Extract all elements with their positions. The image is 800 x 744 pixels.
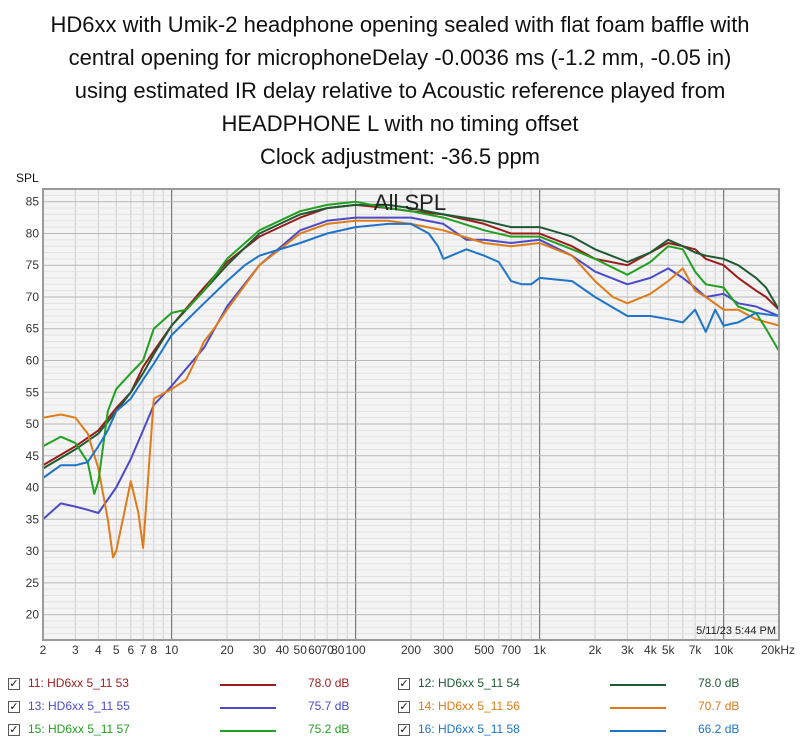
legend-item[interactable]: ✓ 14: HD6xx 5_11 56 70.7 dB <box>398 697 778 719</box>
x-tick-label: 50 <box>294 643 308 657</box>
x-tick-label: 3 <box>72 643 79 657</box>
x-tick-label: 40 <box>276 643 290 657</box>
y-tick-label: 80 <box>26 226 40 240</box>
legend-checkbox[interactable]: ✓ <box>398 701 410 713</box>
legend-item[interactable]: ✓ 16: HD6xx 5_11 58 66.2 dB <box>398 720 778 742</box>
legend-checkbox[interactable]: ✓ <box>398 724 410 736</box>
legend-checkbox[interactable]: ✓ <box>8 678 20 690</box>
x-tick-label: 5 <box>113 643 120 657</box>
x-tick-label: 2k <box>589 643 603 657</box>
legend-checkbox[interactable]: ✓ <box>8 724 20 736</box>
y-tick-label: 50 <box>26 417 40 431</box>
legend-item[interactable]: ✓ 15: HD6xx 5_11 57 75.2 dB <box>8 720 388 742</box>
x-tick-label: 2 <box>40 643 47 657</box>
x-tick-label: 200 <box>401 643 421 657</box>
legend-swatch <box>610 707 666 709</box>
x-tick-label: 7k <box>689 643 703 657</box>
x-tick-label: 6 <box>127 643 134 657</box>
legend-value: 66.2 dB <box>698 722 740 736</box>
series-line <box>42 216 780 521</box>
title-line-1: HD6xx with Umik-2 headphone opening seal… <box>50 12 750 37</box>
y-tick-label: 25 <box>26 576 40 590</box>
legend: ✓ 11: HD6xx 5_11 53 78.0 dB ✓ 12: HD6xx … <box>0 668 800 744</box>
y-tick-label: 20 <box>26 608 40 622</box>
legend-item[interactable]: ✓ 12: HD6xx 5_11 54 78.0 dB <box>398 674 778 696</box>
legend-value: 78.0 dB <box>698 676 740 690</box>
y-tick-label: 45 <box>26 449 40 463</box>
x-tick-label: 20 <box>220 643 234 657</box>
legend-checkbox[interactable]: ✓ <box>398 678 410 690</box>
y-tick-label: 70 <box>26 290 40 304</box>
x-tick-label: 8 <box>150 643 157 657</box>
y-tick-label: 65 <box>26 322 40 336</box>
y-tick-label: 35 <box>26 512 40 526</box>
legend-value: 75.2 dB <box>308 722 350 736</box>
legend-swatch <box>220 707 276 709</box>
series-line <box>42 219 780 559</box>
y-tick-label: 85 <box>26 195 40 209</box>
x-tick-label: 30 <box>253 643 267 657</box>
legend-value: 70.7 dB <box>698 699 740 713</box>
timestamp: 5/11/23 5:44 PM <box>696 625 776 637</box>
x-tick-label: 20kHz <box>761 643 795 657</box>
legend-name: 16: HD6xx 5_11 58 <box>418 722 520 736</box>
x-tick-label: 10k <box>714 643 734 657</box>
legend-checkbox[interactable]: ✓ <box>8 701 20 713</box>
legend-name: 13: HD6xx 5_11 55 <box>28 699 130 713</box>
x-tick-label: 5k <box>662 643 676 657</box>
y-tick-label: 60 <box>26 354 40 368</box>
x-tick-label: 100 <box>346 643 366 657</box>
series-lines <box>42 200 780 559</box>
series-line <box>42 222 780 479</box>
legend-swatch <box>220 730 276 732</box>
x-tick-label: 70 <box>320 643 334 657</box>
x-tick-label: 300 <box>433 643 453 657</box>
y-tick-labels: 20 25 30 35 40 45 50 55 60 65 70 75 80 85 <box>26 195 40 622</box>
x-tick-label: 10 <box>165 643 179 657</box>
x-tick-label: 60 <box>308 643 322 657</box>
x-tick-label: 700 <box>501 643 521 657</box>
x-tick-label: 4 <box>95 643 102 657</box>
legend-item[interactable]: ✓ 11: HD6xx 5_11 53 78.0 dB <box>8 674 388 696</box>
title-line-2: central opening for microphoneDelay -0.0… <box>68 45 732 70</box>
chart-title: HD6xx with Umik-2 headphone opening seal… <box>0 8 800 173</box>
grid-major <box>43 189 779 640</box>
y-axis-label: SPL <box>16 171 39 185</box>
y-tick-label: 55 <box>26 385 40 399</box>
y-tick-label: 40 <box>26 481 40 495</box>
legend-swatch <box>610 684 666 686</box>
x-tick-label: 500 <box>474 643 494 657</box>
legend-item[interactable]: ✓ 13: HD6xx 5_11 55 75.7 dB <box>8 697 388 719</box>
plot-label: All SPL <box>374 190 446 215</box>
legend-name: 15: HD6xx 5_11 57 <box>28 722 130 736</box>
y-tick-label: 30 <box>26 544 40 558</box>
legend-swatch <box>610 730 666 732</box>
legend-value: 78.0 dB <box>308 676 350 690</box>
title-line-4: HEADPHONE L with no timing offset <box>221 111 579 136</box>
title-line-5: Clock adjustment: -36.5 ppm <box>259 144 541 169</box>
legend-name: 14: HD6xx 5_11 56 <box>418 699 520 713</box>
x-tick-label: 7 <box>140 643 147 657</box>
x-tick-label: 4k <box>644 643 658 657</box>
title-line-3: using estimated IR delay relative to Aco… <box>74 78 726 103</box>
x-tick-label: 1k <box>533 643 547 657</box>
series-line <box>42 200 780 495</box>
legend-swatch <box>220 684 276 686</box>
x-tick-label: 80 <box>331 643 345 657</box>
y-tick-label: 75 <box>26 258 40 272</box>
plot-frame <box>42 188 780 641</box>
legend-name: 11: HD6xx 5_11 53 <box>28 676 129 690</box>
legend-value: 75.7 dB <box>308 699 350 713</box>
legend-name: 12: HD6xx 5_11 54 <box>418 676 520 690</box>
series-line <box>42 203 780 470</box>
x-tick-label: 3k <box>621 643 635 657</box>
